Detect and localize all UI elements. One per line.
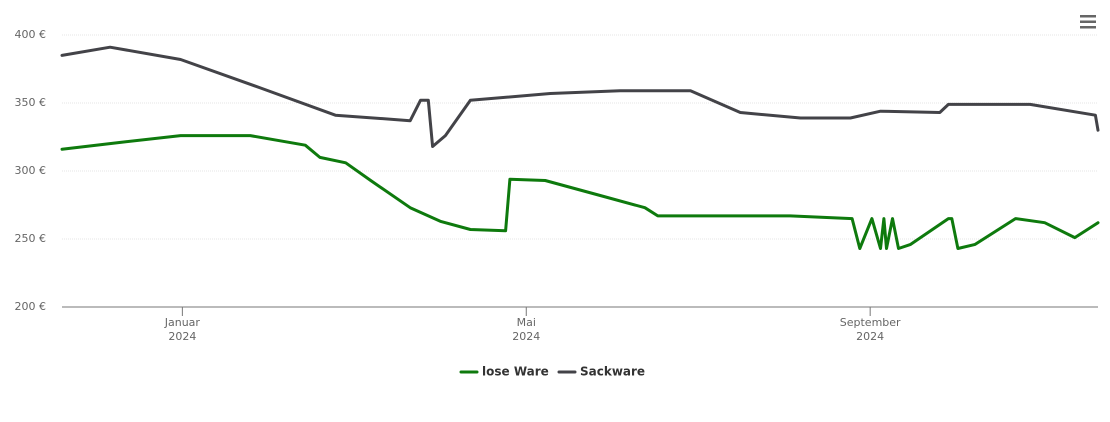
y-tick-label: 200 € [15,300,47,313]
x-tick-label: Mai [517,316,536,329]
series-line [60,134,1100,250]
menu-bar [1080,15,1096,18]
legend-label: Sackware [580,365,645,379]
y-tick-label: 300 € [15,164,47,177]
x-tick-label: September [840,316,901,329]
y-tick-label: 400 € [15,28,47,41]
x-tick-label: 2024 [168,330,196,343]
menu-icon[interactable] [1080,15,1096,29]
x-tick-label: Januar [164,316,201,329]
x-tick-label: 2024 [856,330,884,343]
legend-label: lose Ware [482,365,549,379]
menu-bar [1080,26,1096,29]
series-line [60,45,1100,148]
x-tick-label: 2024 [512,330,540,343]
menu-bar [1080,20,1096,23]
legend: lose Ware Sackware [459,365,645,379]
y-tick-label: 350 € [15,96,47,109]
y-tick-label: 250 € [15,232,47,245]
